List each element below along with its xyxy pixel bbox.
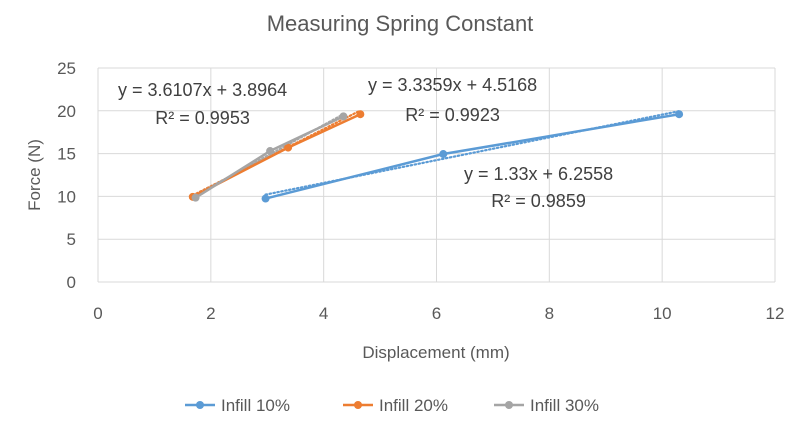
trendline-r2-2: R² = 0.9923 (405, 105, 500, 125)
legend-marker-2 (354, 401, 362, 409)
y-tick-label-25: 25 (57, 59, 76, 78)
x-tick-label-8: 8 (545, 304, 554, 323)
trendline-equation-1: y = 1.33x + 6.2558 (464, 164, 613, 184)
data-point-s1-1 (261, 194, 270, 203)
data-point-s2-2 (284, 143, 293, 152)
data-point-s3-1 (191, 193, 200, 202)
y-tick-label-5: 5 (67, 230, 76, 249)
legend-marker-1 (196, 401, 204, 409)
legend-label-3: Infill 30% (530, 396, 599, 415)
chart-title: Measuring Spring Constant (267, 11, 534, 36)
x-tick-label-10: 10 (653, 304, 672, 323)
x-tick-label-2: 2 (206, 304, 215, 323)
tick-labels: 0 5 10 15 20 25 0 2 4 6 8 10 12 (57, 59, 784, 323)
y-tick-label-20: 20 (57, 102, 76, 121)
data-point-s1-3 (675, 110, 684, 119)
trendline-equation-3: y = 3.6107x + 3.8964 (118, 80, 287, 100)
legend-label-2: Infill 20% (379, 396, 448, 415)
y-tick-label-15: 15 (57, 145, 76, 164)
y-tick-label-0: 0 (67, 273, 76, 292)
trendline-r2-1: R² = 0.9859 (491, 191, 586, 211)
data-point-s1-2 (439, 150, 448, 159)
legend-label-1: Infill 10% (221, 396, 290, 415)
legend-marker-3 (505, 401, 513, 409)
gridlines (97, 67, 776, 283)
y-axis-title: Force (N) (25, 139, 44, 211)
data-point-s3-3 (339, 112, 348, 121)
trendline-equations: y = 1.33x + 6.2558 R² = 0.9859 y = 3.3359x… (118, 75, 613, 211)
x-tick-label-4: 4 (319, 304, 328, 323)
trendline-r2-3: R² = 0.9953 (155, 108, 250, 128)
series-lines (188, 110, 684, 203)
x-tick-label-6: 6 (432, 304, 441, 323)
trendline-equation-2: y = 3.3359x + 4.5168 (368, 75, 537, 95)
legend: Infill 10% Infill 20% Infill 30% (185, 396, 599, 415)
x-tick-label-12: 12 (766, 304, 785, 323)
x-axis-title: Displacement (mm) (362, 343, 509, 362)
data-point-s3-2 (266, 147, 275, 156)
y-tick-label-10: 10 (57, 187, 76, 206)
x-tick-label-0: 0 (93, 304, 102, 323)
data-point-s2-3 (356, 110, 365, 119)
